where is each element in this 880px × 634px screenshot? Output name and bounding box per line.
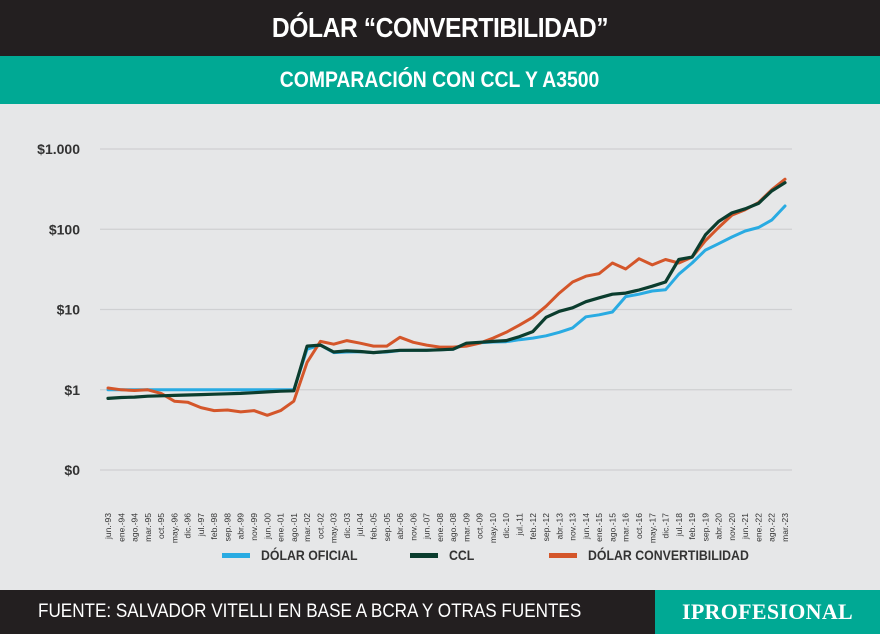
x-tick-label: sep.-98 xyxy=(222,513,232,542)
x-tick-label: ene.-94 xyxy=(116,513,126,542)
x-tick-label: jul.-18 xyxy=(674,513,684,537)
x-tick-label: ago.-15 xyxy=(607,513,617,542)
x-tick-label: oct.-95 xyxy=(156,513,166,539)
x-tick-label: jun.-21 xyxy=(740,513,750,540)
subtitle-bar: COMPARACIÓN CON CCL Y A3500 xyxy=(0,56,880,104)
chart-subtitle: COMPARACIÓN CON CCL Y A3500 xyxy=(280,67,600,92)
legend-label-ccl: CCL xyxy=(449,547,475,563)
x-tick-label: ago.-01 xyxy=(289,513,299,542)
source-text: FUENTE: SALVADOR VITELLI EN BASE A BCRA … xyxy=(38,601,582,622)
x-tick-label: jul.-04 xyxy=(355,513,365,537)
y-tick-label: $1.000 xyxy=(37,141,80,157)
y-tick-label: $10 xyxy=(57,302,81,318)
x-tick-label: nov.-13 xyxy=(568,513,578,541)
brand-logo: IPROFESIONAL xyxy=(655,590,880,634)
x-tick-label: dic.-17 xyxy=(661,513,671,539)
x-tick-label: ene.-08 xyxy=(435,513,445,542)
x-tick-label: mar.-09 xyxy=(461,513,471,542)
x-tick-label: feb.-12 xyxy=(528,513,538,540)
x-tick-label: oct.-16 xyxy=(634,513,644,539)
legend-label-convertibilidad: DÓLAR CONVERTIBILIDAD xyxy=(588,547,749,563)
x-tick-label: ago.-22 xyxy=(767,513,777,542)
x-tick-label: abr.-06 xyxy=(395,513,405,540)
legend-item-ccl: CCL xyxy=(410,543,478,567)
x-tick-label: ago.-08 xyxy=(448,513,458,542)
x-tick-label: jul.-11 xyxy=(515,513,525,537)
x-tick-label: oct.-02 xyxy=(315,513,325,539)
x-tick-label: feb.-19 xyxy=(687,513,697,540)
x-tick-label: feb.-05 xyxy=(368,513,378,540)
y-tick-label: $0 xyxy=(64,462,80,478)
x-tick-label: sep.-19 xyxy=(700,513,710,542)
x-tick-label: nov.-06 xyxy=(408,513,418,541)
legend-item-convertibilidad: DÓLAR CONVERTIBILIDAD xyxy=(549,543,771,567)
x-tick-label: ago.-94 xyxy=(130,513,140,542)
x-tick-label: mar.-16 xyxy=(621,513,631,542)
x-tick-label: dic.-10 xyxy=(501,513,511,539)
x-tick-label: jul.-97 xyxy=(196,513,206,537)
x-tick-label: may.-03 xyxy=(329,513,339,543)
series-line-oficial xyxy=(106,204,787,392)
x-tick-label: jun.-93 xyxy=(103,513,113,540)
x-tick-label: ene.-15 xyxy=(594,513,604,542)
x-tick-label: may.-96 xyxy=(169,513,179,543)
x-tick-label: dic.-96 xyxy=(183,513,193,539)
x-tick-label: mar.-02 xyxy=(302,513,312,542)
x-tick-label: ene.-22 xyxy=(753,513,763,542)
legend-swatch-convertibilidad xyxy=(549,552,577,558)
footer: FUENTE: SALVADOR VITELLI EN BASE A BCRA … xyxy=(0,590,880,634)
x-tick-label: abr.-99 xyxy=(236,513,246,540)
y-tick-label: $1 xyxy=(64,382,80,398)
chart-area: $1.000 $100 $10 $1 $0 jun.-93 ene.-94 ago.-94 ma… xyxy=(0,104,880,584)
series-line-convertibilidad xyxy=(106,177,787,417)
legend-item-oficial: DÓLAR OFICIAL xyxy=(222,543,371,567)
x-tick-label: feb.-98 xyxy=(209,513,219,540)
x-tick-label: nov.-99 xyxy=(249,513,259,541)
x-tick-label: may.-10 xyxy=(488,513,498,543)
title-bar: DÓLAR “CONVERTIBILIDAD” xyxy=(0,0,880,56)
x-tick-label: mar.-23 xyxy=(780,513,790,542)
x-tick-label: abr.-13 xyxy=(554,513,564,540)
y-tick-label: $100 xyxy=(49,221,80,237)
x-tick-label: sep.-12 xyxy=(541,513,551,542)
x-tick-label: jun.-00 xyxy=(262,513,272,540)
legend-swatch-ccl xyxy=(410,552,438,558)
x-tick-label: mar.-95 xyxy=(143,513,153,542)
x-tick-label: may.-17 xyxy=(647,513,657,543)
x-tick-label: oct.-09 xyxy=(475,513,485,539)
chart-title: DÓLAR “CONVERTIBILIDAD” xyxy=(271,12,609,43)
x-tick-label: nov.-20 xyxy=(727,513,737,541)
legend-label-oficial: DÓLAR OFICIAL xyxy=(261,547,358,563)
legend-swatch-oficial xyxy=(222,552,250,558)
x-tick-label: dic.-03 xyxy=(342,513,352,539)
x-tick-label: jun.-07 xyxy=(422,513,432,540)
series-line-ccl xyxy=(106,181,787,400)
legend: DÓLAR OFICIAL CCL DÓLAR CONVERTIBILIDAD xyxy=(0,543,880,567)
x-tick-label: sep.-05 xyxy=(382,513,392,542)
x-tick-label: abr.-20 xyxy=(714,513,724,540)
x-tick-label: ene.-01 xyxy=(276,513,286,542)
source-note: FUENTE: SALVADOR VITELLI EN BASE A BCRA … xyxy=(0,590,655,634)
x-tick-label: jun.-14 xyxy=(581,513,591,540)
